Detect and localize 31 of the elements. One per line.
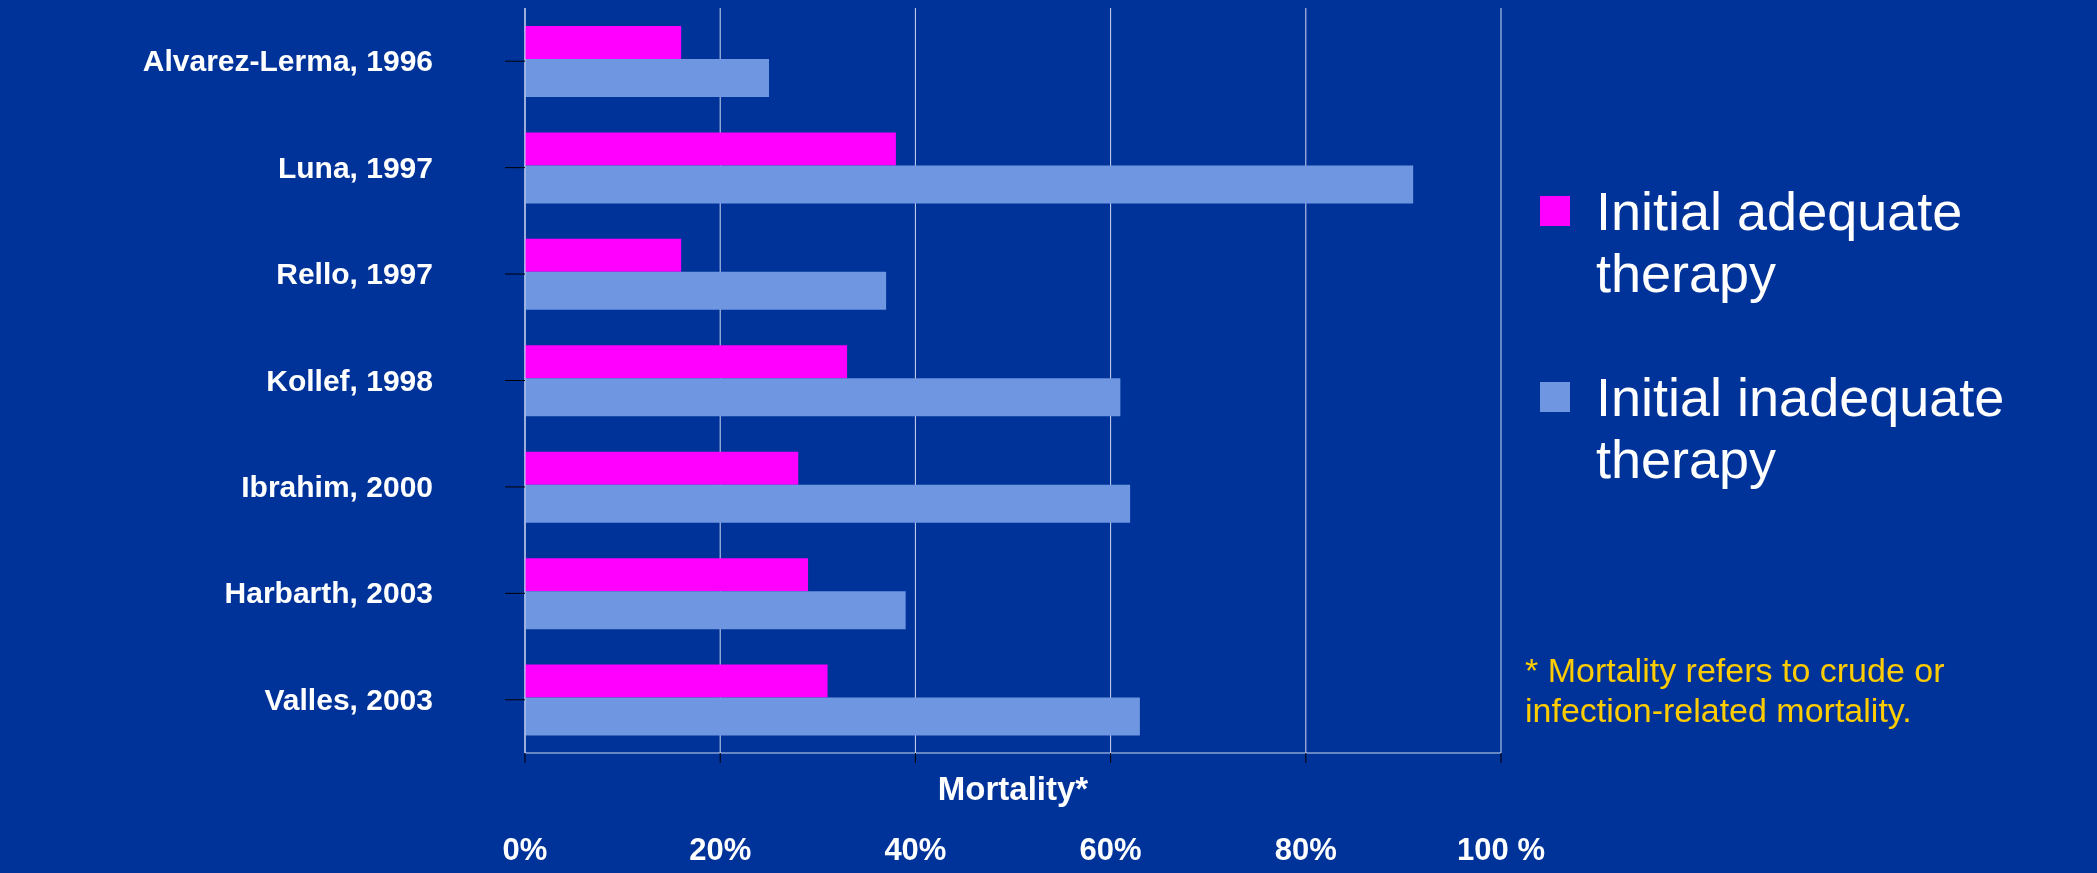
x-tick-label: 80% xyxy=(1274,832,1337,867)
y-tick-label: Luna, 1997 xyxy=(277,150,433,184)
x-tick-label: 20% xyxy=(689,832,752,867)
bar xyxy=(525,59,769,97)
x-tick-label: 100 % xyxy=(1457,832,1545,867)
bar xyxy=(525,591,906,630)
bar xyxy=(525,132,896,166)
x-tick-label: 40% xyxy=(884,832,947,867)
x-tick-label: 0% xyxy=(502,832,548,867)
text: * Mortality refers to crude or infection-related mortality. xyxy=(1525,650,1946,730)
bar xyxy=(525,26,682,59)
bar xyxy=(525,165,1414,204)
y-tick-label: Ibrahim, 2000 xyxy=(241,469,433,503)
y-tick-label: Valles, 2003 xyxy=(264,682,433,716)
bar xyxy=(525,484,1131,523)
x-tick-label: 60% xyxy=(1079,832,1142,867)
y-tick-label: Harbarth, 2003 xyxy=(224,576,433,610)
bar xyxy=(525,697,1140,736)
y-tick-label: Kollef, 1998 xyxy=(266,363,433,397)
bar xyxy=(525,238,682,272)
y-tick-label: Rello, 1997 xyxy=(276,257,433,291)
bar xyxy=(525,271,887,310)
legend-label: Initial adequate therapy xyxy=(1596,180,1964,304)
x-axis-title: Mortality* xyxy=(936,770,1090,808)
bar xyxy=(525,451,799,485)
bar xyxy=(525,378,1121,417)
y-tick-label: Alvarez-Lerma, 1996 xyxy=(142,44,433,78)
legend-label: Initial inadequate therapy xyxy=(1596,366,2006,490)
bar xyxy=(525,345,848,379)
bar xyxy=(525,558,809,592)
bar xyxy=(525,664,828,698)
